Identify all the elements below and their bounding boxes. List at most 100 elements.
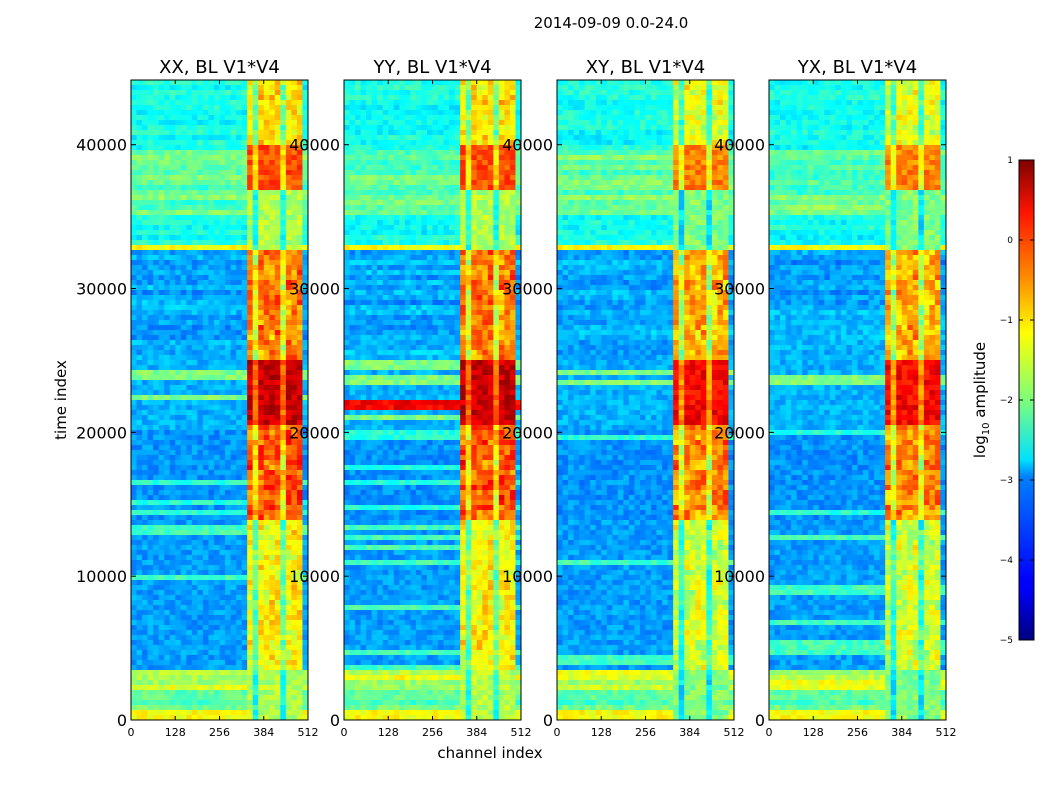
heatmap-cell bbox=[432, 110, 439, 116]
heatmap-cell bbox=[258, 340, 265, 346]
heatmap-cell bbox=[230, 435, 237, 441]
heatmap-cell bbox=[225, 420, 231, 426]
heatmap-cell bbox=[349, 145, 356, 151]
heatmap-cell bbox=[180, 190, 187, 196]
heatmap-cell bbox=[180, 560, 187, 566]
heatmap-cell bbox=[493, 115, 500, 121]
heatmap-cell bbox=[296, 400, 303, 406]
heatmap-cell bbox=[191, 555, 198, 561]
heatmap-cell bbox=[280, 285, 287, 291]
heatmap-cell bbox=[158, 400, 165, 406]
heatmap-cell bbox=[291, 685, 298, 691]
heatmap-cell bbox=[344, 170, 350, 176]
heatmap-cell bbox=[454, 170, 461, 176]
heatmap-cell bbox=[225, 530, 231, 536]
heatmap-cell bbox=[175, 450, 182, 456]
heatmap-cell bbox=[247, 440, 254, 446]
heatmap-cell bbox=[191, 650, 198, 656]
heatmap-cell bbox=[280, 295, 287, 301]
heatmap-cell bbox=[186, 640, 193, 646]
heatmap-cell bbox=[197, 695, 204, 701]
heatmap-cell bbox=[131, 500, 137, 506]
heatmap-cell bbox=[291, 515, 298, 521]
heatmap-cell bbox=[208, 205, 215, 211]
heatmap-cell bbox=[274, 630, 281, 636]
heatmap-cell bbox=[230, 510, 237, 516]
heatmap-cell bbox=[404, 175, 411, 181]
heatmap-cell bbox=[158, 715, 165, 720]
x-tick-label: 512 bbox=[298, 726, 319, 739]
heatmap-cell bbox=[164, 80, 171, 86]
heatmap-cell bbox=[169, 460, 176, 466]
heatmap-cell bbox=[460, 120, 467, 126]
heatmap-cell bbox=[169, 225, 176, 231]
heatmap-cell bbox=[230, 480, 237, 486]
heatmap-cell bbox=[252, 135, 259, 141]
heatmap-cell bbox=[219, 585, 226, 591]
heatmap-cell bbox=[175, 605, 182, 611]
heatmap-cell bbox=[382, 85, 389, 91]
heatmap-cell bbox=[241, 100, 248, 106]
heatmap-cell bbox=[208, 340, 215, 346]
heatmap-cell bbox=[355, 185, 361, 191]
heatmap-cell bbox=[280, 505, 287, 511]
heatmap-cell bbox=[142, 110, 148, 116]
heatmap-cell bbox=[291, 540, 298, 546]
heatmap-cell bbox=[197, 340, 204, 346]
heatmap-cell bbox=[202, 260, 209, 266]
heatmap-cell bbox=[241, 680, 248, 686]
heatmap-cell bbox=[371, 145, 378, 151]
heatmap-cell bbox=[202, 335, 209, 341]
heatmap-cell bbox=[131, 140, 137, 146]
heatmap-cell bbox=[213, 555, 220, 561]
heatmap-cell bbox=[241, 425, 248, 431]
heatmap-cell bbox=[153, 500, 160, 506]
heatmap-cell bbox=[225, 465, 231, 471]
heatmap-cell bbox=[360, 150, 367, 156]
heatmap-cell bbox=[136, 610, 143, 616]
heatmap-cell bbox=[291, 85, 298, 91]
heatmap-cell bbox=[164, 295, 171, 301]
heatmap-cell bbox=[241, 420, 248, 426]
heatmap-cell bbox=[285, 640, 292, 646]
heatmap-cell bbox=[142, 335, 148, 341]
heatmap-cell bbox=[208, 335, 215, 341]
heatmap-cell bbox=[274, 340, 281, 346]
heatmap-cell bbox=[186, 625, 193, 631]
heatmap-cell bbox=[236, 515, 243, 521]
heatmap-cell bbox=[285, 525, 292, 531]
heatmap-cell bbox=[197, 465, 204, 471]
heatmap-cell bbox=[241, 200, 248, 206]
heatmap-cell bbox=[180, 505, 187, 511]
heatmap-cell bbox=[147, 300, 154, 306]
heatmap-cell bbox=[230, 280, 237, 286]
heatmap-cell bbox=[360, 115, 367, 121]
heatmap-cell bbox=[291, 270, 298, 276]
heatmap-cell bbox=[191, 645, 198, 651]
heatmap-cell bbox=[269, 255, 276, 261]
heatmap-cell bbox=[269, 345, 276, 351]
heatmap-cell bbox=[366, 100, 373, 106]
heatmap-cell bbox=[269, 135, 276, 141]
heatmap-cell bbox=[263, 590, 270, 596]
heatmap-cell bbox=[366, 170, 373, 176]
heatmap-cell bbox=[147, 690, 154, 696]
heatmap-cell bbox=[213, 455, 220, 461]
heatmap-cell bbox=[164, 100, 171, 106]
heatmap-cell bbox=[296, 365, 303, 371]
heatmap-cell bbox=[191, 120, 198, 126]
heatmap-cell bbox=[208, 100, 215, 106]
heatmap-cell bbox=[136, 100, 143, 106]
heatmap-cell bbox=[504, 200, 511, 206]
heatmap-cell bbox=[169, 305, 176, 311]
heatmap-cell bbox=[421, 130, 428, 136]
heatmap-cell bbox=[263, 475, 270, 481]
heatmap-cell bbox=[236, 435, 243, 441]
heatmap-cell bbox=[136, 410, 143, 416]
heatmap-cell bbox=[258, 550, 265, 556]
heatmap-cell bbox=[219, 250, 226, 256]
heatmap-cell bbox=[296, 675, 303, 681]
heatmap-cell bbox=[186, 445, 193, 451]
heatmap-cell bbox=[175, 520, 182, 526]
heatmap-cell bbox=[136, 360, 143, 366]
